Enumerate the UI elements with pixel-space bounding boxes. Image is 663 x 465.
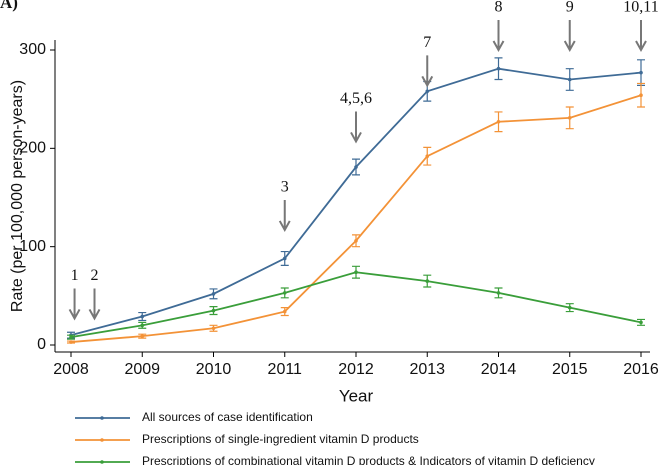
point	[639, 320, 643, 325]
point	[567, 116, 572, 120]
annotation-label: 10,11	[623, 0, 658, 16]
x-tick-label: 2009	[124, 361, 160, 378]
point	[567, 305, 572, 310]
y-axis-label: Rate (per 100,000 person-years)	[9, 80, 26, 312]
annotation-label: 8	[495, 0, 503, 16]
point	[69, 335, 73, 339]
annotation-arrow	[635, 20, 647, 53]
point	[639, 70, 643, 75]
x-tick-label: 2016	[623, 361, 659, 378]
annotation-arrow	[68, 288, 81, 321]
point	[425, 154, 430, 158]
x-tick-label: 2013	[409, 361, 445, 378]
point	[140, 314, 145, 319]
annotation-arrow	[278, 199, 291, 233]
annotation-label: 2	[91, 267, 99, 284]
point	[211, 292, 216, 296]
y-tick-label: 300	[19, 41, 46, 58]
legend-label: Prescriptions of combinational vitamin D…	[142, 454, 595, 465]
point	[69, 340, 73, 344]
legend-marker	[100, 438, 104, 442]
annotation-label: 9	[566, 0, 574, 16]
point	[425, 89, 430, 94]
legend-marker	[100, 460, 104, 464]
y-tick-label: 0	[37, 336, 46, 353]
point	[282, 256, 287, 261]
point	[567, 77, 572, 82]
y-tick-label: 100	[19, 238, 46, 255]
point	[354, 238, 358, 243]
x-tick-label: 2008	[53, 361, 89, 378]
annotation-arrow	[563, 20, 576, 53]
point	[140, 334, 145, 338]
point	[496, 66, 501, 71]
point	[211, 326, 216, 331]
x-tick-label: 2010	[196, 361, 232, 378]
panel-label: A)	[0, 0, 18, 12]
x-tick-label: 2012	[338, 361, 374, 378]
point	[282, 291, 287, 295]
annotation-arrow	[492, 20, 505, 53]
annotation-label: 7	[423, 34, 431, 51]
series-line	[70, 271, 642, 339]
series-line	[70, 67, 642, 337]
annotation-label: 1	[71, 267, 79, 284]
point	[496, 291, 501, 295]
point	[211, 308, 216, 313]
legend-marker	[100, 416, 104, 420]
x-tick-label: 2014	[481, 361, 517, 378]
annotation-label: 4,5,6	[340, 90, 372, 107]
point	[425, 279, 430, 283]
y-tick-label: 200	[19, 140, 46, 157]
point	[282, 309, 287, 314]
annotation-arrow	[350, 111, 362, 144]
legend-label: Prescriptions of single-ingredient vitam…	[142, 432, 419, 446]
point	[354, 165, 358, 169]
annotation-arrow	[421, 55, 434, 88]
legend-label: All sources of case identification	[142, 410, 313, 424]
point	[140, 323, 145, 328]
point	[496, 119, 501, 124]
point	[354, 270, 358, 275]
annotation-label: 3	[281, 179, 289, 196]
x-tick-label: 2011	[268, 361, 303, 378]
annotation-arrow	[88, 288, 101, 321]
x-tick-label: 2015	[552, 361, 588, 378]
point	[639, 93, 643, 98]
x-axis-label: Year	[339, 386, 374, 405]
